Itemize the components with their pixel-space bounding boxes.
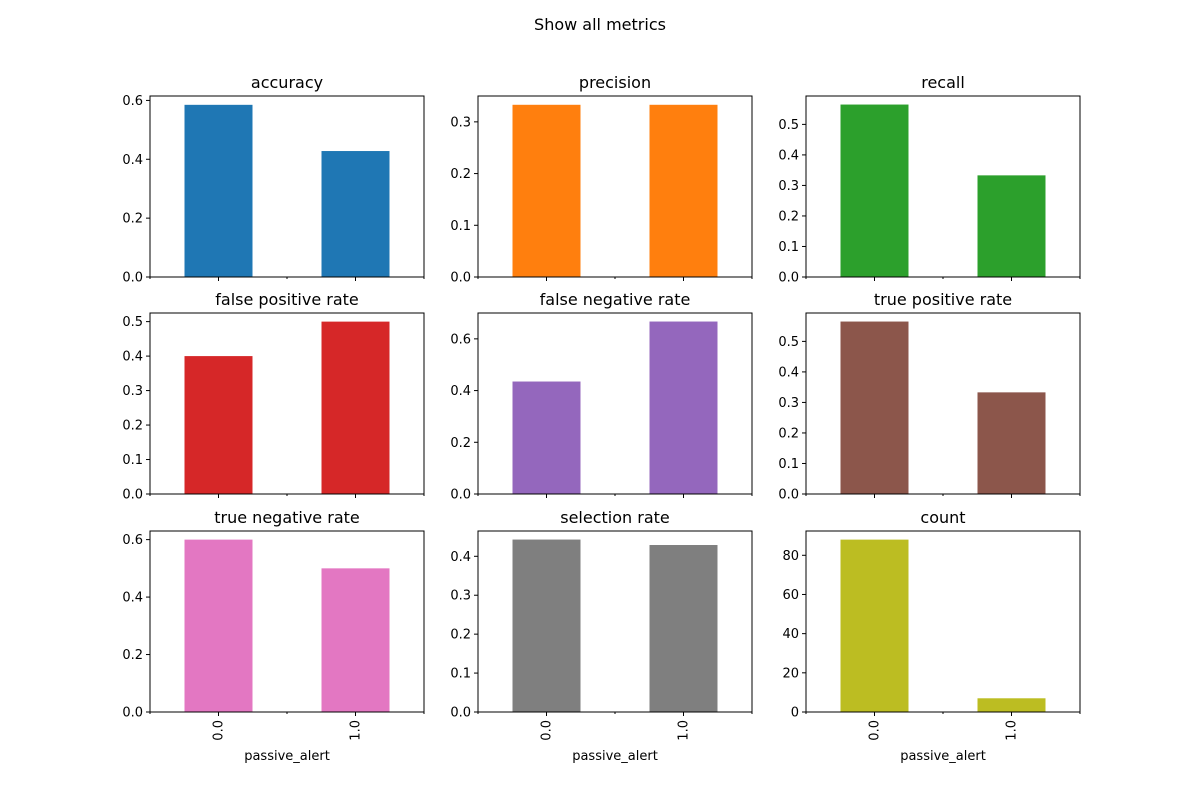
bar (840, 104, 909, 277)
y-tick-label: 0.0 (778, 488, 799, 503)
y-tick-label: 0.0 (122, 271, 143, 286)
subplot-8: count 0 20 40 60 80 0.0 1.0 passive_alert (782, 508, 1081, 764)
bar (649, 104, 718, 277)
y-tick-label: 0.5 (778, 335, 799, 350)
subplot-4: false negative rate 0.0 0.2 0.4 0.6 (450, 290, 753, 503)
y-tick-label: 0.0 (450, 271, 471, 286)
y-tick-label: 0.4 (122, 591, 143, 606)
y-tick-label: 0.1 (450, 219, 471, 234)
y-tick-label: 0.4 (122, 153, 143, 168)
y-tick-label: 0.3 (778, 179, 799, 194)
y-tick-label: 80 (782, 549, 799, 564)
bar (977, 175, 1046, 277)
x-tick-label: 1.0 (1005, 720, 1020, 741)
x-axis-label: passive_alert (244, 749, 330, 764)
bar (512, 539, 581, 712)
y-tick-label: 0.4 (450, 550, 471, 565)
subplot-1: precision 0.0 0.1 0.2 0.3 (450, 73, 753, 286)
y-tick-label: 0.5 (778, 118, 799, 133)
y-tick-label: 0.2 (450, 436, 471, 451)
figure-title: Show all metrics (534, 15, 666, 34)
y-tick-label: 0.4 (778, 148, 799, 163)
x-tick-label: 0.0 (540, 720, 555, 741)
y-tick-label: 0.5 (122, 315, 143, 330)
bar (512, 381, 581, 494)
subplot-title: true positive rate (874, 290, 1012, 309)
x-tick-label: 0.0 (212, 720, 227, 741)
y-tick-label: 0.0 (450, 488, 471, 503)
y-tick-label: 0 (791, 706, 799, 721)
bar (321, 568, 390, 712)
y-tick-label: 0.2 (122, 419, 143, 434)
subplot-title: selection rate (560, 508, 670, 527)
y-tick-label: 0.6 (450, 332, 471, 347)
y-tick-label: 0.2 (450, 628, 471, 643)
y-tick-label: 0.4 (778, 365, 799, 380)
bar (184, 539, 253, 712)
subplot-title: recall (921, 73, 965, 92)
subplot-title: precision (579, 73, 651, 92)
x-tick-label: 1.0 (349, 720, 364, 741)
subplot-title: true negative rate (214, 508, 359, 527)
y-tick-label: 0.0 (778, 271, 799, 286)
y-tick-label: 0.2 (122, 648, 143, 663)
y-tick-label: 60 (782, 588, 799, 603)
y-tick-label: 0.0 (450, 706, 471, 721)
bar (840, 539, 909, 712)
y-tick-label: 0.3 (778, 396, 799, 411)
y-tick-label: 0.4 (450, 384, 471, 399)
subplot-7: selection rate 0.0 0.1 0.2 0.3 0.4 0.0 1.0 passi… (450, 508, 753, 764)
bar (512, 104, 581, 277)
y-tick-label: 40 (782, 627, 799, 642)
subplot-3: false positive rate 0.0 0.1 0.2 0.3 0.4 0.5 (122, 290, 425, 503)
y-tick-label: 0.0 (122, 488, 143, 503)
y-tick-label: 0.3 (450, 589, 471, 604)
y-tick-label: 0.2 (778, 209, 799, 224)
y-tick-label: 0.6 (122, 533, 143, 548)
bar (649, 545, 718, 712)
x-tick-label: 1.0 (677, 720, 692, 741)
subplot-title: false positive rate (215, 290, 359, 309)
bar (977, 392, 1046, 494)
subplot-grid: accuracy 0.0 0.2 0.4 0.6 precision 0.0 0.1 0.2 0.… (122, 73, 1081, 764)
bar (321, 321, 390, 494)
y-tick-label: 0.1 (450, 667, 471, 682)
y-tick-label: 0.0 (122, 706, 143, 721)
subplot-5: true positive rate 0.0 0.1 0.2 0.3 0.4 0.5 (778, 290, 1081, 503)
bar (184, 104, 253, 277)
subplot-2: recall 0.0 0.1 0.2 0.3 0.4 0.5 (778, 73, 1081, 286)
bar (321, 151, 390, 277)
x-tick-label: 0.0 (868, 720, 883, 741)
y-tick-label: 0.3 (450, 115, 471, 130)
y-tick-label: 0.1 (778, 457, 799, 472)
y-tick-label: 0.1 (778, 240, 799, 255)
subplot-6: true negative rate 0.0 0.2 0.4 0.6 0.0 1.0 pass… (122, 508, 425, 764)
x-axis-label: passive_alert (900, 749, 986, 764)
y-tick-label: 0.1 (122, 453, 143, 468)
bar (649, 321, 718, 494)
y-tick-label: 0.4 (122, 350, 143, 365)
y-tick-label: 20 (782, 666, 799, 681)
y-tick-label: 0.6 (122, 94, 143, 109)
y-tick-label: 0.3 (122, 384, 143, 399)
y-tick-label: 0.2 (778, 426, 799, 441)
y-tick-label: 0.2 (122, 212, 143, 227)
subplot-0: accuracy 0.0 0.2 0.4 0.6 (122, 73, 425, 286)
bar (184, 356, 253, 494)
x-axis-label: passive_alert (572, 749, 658, 764)
bar (840, 321, 909, 494)
bar (977, 698, 1046, 712)
subplot-title: count (920, 508, 965, 527)
subplot-title: accuracy (251, 73, 323, 92)
y-tick-label: 0.2 (450, 167, 471, 182)
subplot-title: false negative rate (540, 290, 691, 309)
